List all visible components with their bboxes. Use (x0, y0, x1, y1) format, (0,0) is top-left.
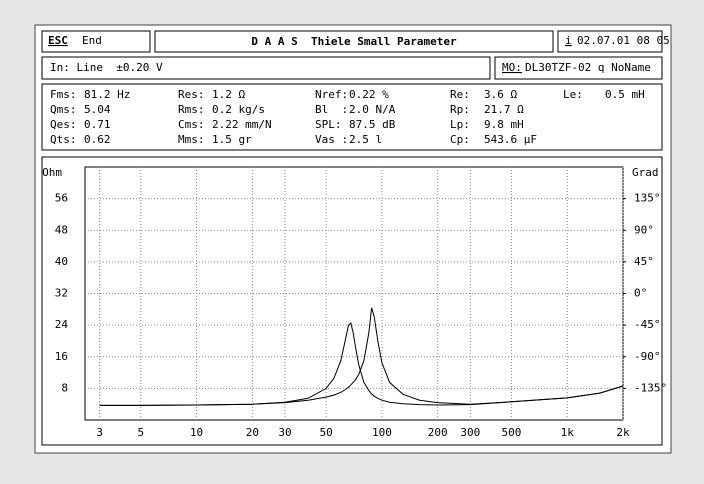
y2-tick-label: 0° (634, 287, 647, 300)
y2-tick-label: 45° (634, 255, 654, 268)
param-label: Vas : (315, 133, 348, 146)
input-setting: In: Line ±0.20 V (50, 61, 163, 74)
model-box[interactable] (494, 56, 663, 80)
param-value: 0.22 % (349, 88, 389, 101)
y2-tick-label: 135° (634, 192, 661, 205)
param-value: 0.2 kg/s (212, 103, 265, 116)
param-value: 5.04 (84, 103, 111, 116)
param-label: Cms: (178, 118, 205, 131)
param-value: 9.8 mH (484, 118, 524, 131)
x-tick-label: 10 (190, 426, 203, 439)
param-value: 0.62 (84, 133, 111, 146)
param-value: 2.5 l (349, 133, 382, 146)
esc-key[interactable]: ESC (48, 34, 68, 47)
x-tick-label: 3 (96, 426, 103, 439)
param-label: Qts: (50, 133, 77, 146)
param-label: Re: (450, 88, 470, 101)
param-value: 3.6 Ω (484, 88, 517, 101)
y-tick-label: 56 (55, 192, 68, 205)
y-tick-label: 8 (61, 381, 68, 394)
param-label: Fms: (50, 88, 77, 101)
param-label: Nref: (315, 88, 348, 101)
param-value: 543.6 µF (484, 133, 537, 146)
param-label: Bl : (315, 103, 348, 116)
date: 02.07.01 08 05 (577, 34, 670, 47)
x-tick-label: 500 (501, 426, 521, 439)
param-label: Lp: (450, 118, 470, 131)
y2-tick-label: -90° (634, 350, 661, 363)
impedance-curve (99, 322, 624, 406)
param-label: Mms: (178, 133, 205, 146)
x-tick-label: 20 (246, 426, 259, 439)
param-value: 81.2 Hz (84, 88, 130, 101)
param-label: Res: (178, 88, 205, 101)
x-tick-label: 2k (616, 426, 630, 439)
info-key[interactable]: i (565, 34, 572, 47)
param-label: Qms: (50, 103, 77, 116)
input-box (41, 56, 491, 80)
param-value: 21.7 Ω (484, 103, 524, 116)
param-value: 0.5 mH (605, 88, 645, 101)
param-value: 1.2 Ω (212, 88, 245, 101)
x-tick-label: 50 (319, 426, 332, 439)
x-tick-label: 200 (428, 426, 448, 439)
param-value: 2.0 N/A (349, 103, 396, 116)
chart-box (41, 156, 663, 446)
x-tick-label: 300 (460, 426, 480, 439)
date-box (557, 30, 663, 53)
esc-label[interactable]: End (82, 34, 102, 47)
y-tick-label: 32 (55, 287, 68, 300)
y-axis-label: Ohm (42, 166, 62, 179)
x-tick-label: 5 (137, 426, 144, 439)
param-value: 1.5 gr (212, 133, 252, 146)
y2-tick-label: -135° (634, 381, 667, 394)
y-tick-label: 16 (55, 350, 68, 363)
param-label: Rms: (178, 103, 205, 116)
y2-tick-label: -45° (634, 318, 661, 331)
x-tick-label: 1k (561, 426, 575, 439)
param-value: 2.22 mm/N (212, 118, 272, 131)
y2-axis-label: Grad (632, 166, 659, 179)
esc-box[interactable] (41, 30, 151, 53)
x-tick-label: 100 (372, 426, 392, 439)
y2-tick-label: 90° (634, 223, 654, 236)
x-tick-label: 30 (278, 426, 291, 439)
param-value: 87.5 dB (349, 118, 396, 131)
param-value: 0.71 (84, 118, 111, 131)
param-label: Le: (563, 88, 583, 101)
title: D A A S Thiele Small Parameter (251, 35, 457, 48)
param-label: Rp: (450, 103, 470, 116)
model[interactable]: DL30TZF-02 q NoName (525, 61, 651, 74)
param-label: Cp: (450, 133, 470, 146)
y-tick-label: 24 (55, 318, 69, 331)
impedance-curve (99, 307, 624, 406)
y-tick-label: 48 (55, 223, 68, 236)
title-box (154, 30, 554, 53)
param-label: Qes: (50, 118, 77, 131)
model-prefix[interactable]: MO: (502, 61, 522, 74)
y-tick-label: 40 (55, 255, 68, 268)
params-box (41, 83, 663, 151)
param-label: SPL: (315, 118, 342, 131)
